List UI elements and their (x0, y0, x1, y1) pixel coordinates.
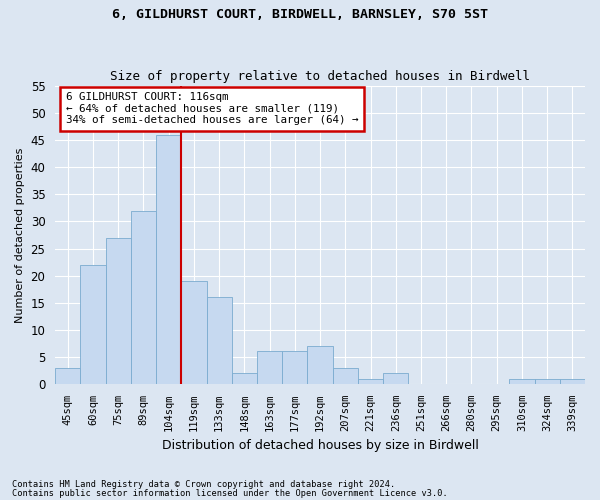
Text: Contains public sector information licensed under the Open Government Licence v3: Contains public sector information licen… (12, 488, 448, 498)
Bar (206, 298, 232, 384)
Bar (156, 135, 181, 384)
Text: 6, GILDHURST COURT, BIRDWELL, BARNSLEY, S70 5ST: 6, GILDHURST COURT, BIRDWELL, BARNSLEY, … (112, 8, 488, 20)
Bar (55, 368, 80, 384)
Title: Size of property relative to detached houses in Birdwell: Size of property relative to detached ho… (110, 70, 530, 84)
Bar (282, 352, 307, 384)
Bar (358, 378, 383, 384)
Bar (131, 210, 156, 384)
Bar (535, 378, 560, 384)
Text: 6 GILDHURST COURT: 116sqm
← 64% of detached houses are smaller (119)
34% of semi: 6 GILDHURST COURT: 116sqm ← 64% of detac… (66, 92, 358, 125)
Bar (80, 265, 106, 384)
Bar (383, 373, 409, 384)
Bar (257, 352, 282, 384)
Text: Contains HM Land Registry data © Crown copyright and database right 2024.: Contains HM Land Registry data © Crown c… (12, 480, 395, 489)
Bar (106, 238, 131, 384)
X-axis label: Distribution of detached houses by size in Birdwell: Distribution of detached houses by size … (161, 440, 479, 452)
Bar (232, 373, 257, 384)
Bar (560, 378, 585, 384)
Bar (307, 346, 332, 384)
Bar (181, 281, 206, 384)
Bar (332, 368, 358, 384)
Y-axis label: Number of detached properties: Number of detached properties (15, 148, 25, 322)
Bar (509, 378, 535, 384)
